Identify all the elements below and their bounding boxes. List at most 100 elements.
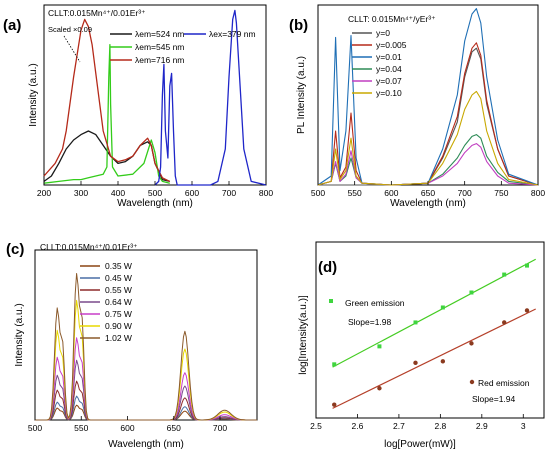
panel-d-red-point-4 [469, 341, 474, 346]
panel-a-title: CLLT:0.015Mn⁴⁺/0.01Er³⁺ [48, 8, 146, 18]
panel-b-series-1 [317, 42, 539, 186]
panel-c-curves [35, 273, 257, 421]
panel-c: 500 550 600 650 700 (c) CLLT:0.015Mn⁴⁺/0.01E… [6, 241, 258, 450]
panel-d-green-point-5 [502, 272, 507, 277]
panel-a-curves [43, 9, 267, 186]
panel-c-title: CLLT:0.015Mn⁴⁺/0.01Er³⁺ [40, 242, 138, 252]
panel-d-fit-line-1 [332, 308, 536, 409]
panel-d-red-point-5 [502, 320, 507, 325]
panel-a-series-2 [43, 18, 171, 182]
panel-a-ex-label: λex=379 nm [209, 29, 256, 39]
panel-b-series-5 [317, 90, 539, 186]
panel-a-series-3 [154, 9, 267, 186]
panel-a-ticks: 200 300 400 500 600 700 800 [37, 181, 273, 198]
panel-a-legend-label-1: λem=545 nm [135, 42, 184, 52]
panel-d-letter: (d) [318, 259, 337, 276]
panel-b-legend-label-5: y=0.10 [376, 88, 402, 98]
panel-b-legend-label-2: y=0.01 [376, 52, 402, 62]
panel-d-red-legend-marker [469, 379, 475, 385]
panel-a-xtick-label-0: 200 [37, 188, 51, 198]
panel-c-ticks: 500 550 600 650 700 [28, 416, 227, 433]
panel-b-series-2 [317, 8, 539, 186]
panel-b-xtick-label-2: 600 [384, 188, 398, 198]
panel-a-xtick-label-5: 700 [222, 188, 236, 198]
panel-d-green-point-2 [413, 320, 418, 325]
panel-c-ylabel: Intensity (a.u.) [14, 303, 25, 366]
panel-d-green-legend-marker [329, 299, 333, 303]
panel-c-frame [34, 249, 258, 421]
panel-d-green-slope: Slope=1.98 [348, 317, 392, 327]
panel-d-green-point-6 [525, 263, 530, 268]
panel-b-legend-label-0: y=0 [376, 28, 390, 38]
panel-b-xtick-label-0: 500 [311, 188, 325, 198]
panel-b-curves [317, 8, 539, 186]
panel-a-xtick-label-3: 500 [148, 188, 162, 198]
panel-c-legend-label-6: 1.02 W [105, 333, 132, 343]
panel-b-legend: y=0 y=0.005 y=0.01 y=0.04 y=0.07 y=0.10 [352, 28, 407, 98]
panel-d-red-point-0 [332, 402, 337, 407]
panel-b-xlabel: Wavelength (nm) [390, 198, 466, 209]
panel-d-xtick-label-0: 2.5 [310, 421, 322, 431]
panel-d-red-point-6 [524, 308, 530, 313]
panel-a-series-1 [43, 43, 170, 184]
panel-a-legend-label-2: λem=716 nm [135, 55, 184, 65]
panel-c-legend-label-4: 0.75 W [105, 309, 132, 319]
panel-d-xtick-label-3: 2.8 [434, 421, 446, 431]
panel-d-frame [315, 241, 545, 419]
panel-b-xtick-label-5: 750 [494, 188, 508, 198]
panel-d-xlabel: log[Power(mW)] [384, 439, 456, 450]
panel-c-series-6 [35, 273, 257, 421]
panel-c-legend-label-2: 0.55 W [105, 285, 132, 295]
panel-b-xtick-label-3: 650 [421, 188, 435, 198]
panel-c-xtick-label-2: 600 [120, 423, 134, 433]
panel-a-legend: λem=524 nm λem=545 nm λem=716 nm [110, 29, 184, 65]
panel-a: 200 300 400 500 600 700 800 (a) CLLT:0.015Mn⁴⁺… [3, 4, 273, 209]
panel-d-ticks: 2.5 2.6 2.7 2.8 2.9 3 [310, 414, 526, 431]
panel-c-legend-label-3: 0.64 W [105, 297, 132, 307]
panel-b-ylabel: PL Intensity (a.u.) [296, 56, 307, 134]
panel-c-series-4 [35, 337, 257, 421]
panel-b-ticks: 500 550 600 650 700 750 800 [311, 181, 545, 198]
panel-d-green-point-1 [377, 344, 382, 349]
panel-d-red-point-1 [377, 386, 382, 391]
panel-a-xtick-label-6: 800 [259, 188, 273, 198]
panel-b-legend-label-3: y=0.04 [376, 64, 402, 74]
panel-d-red-point-2 [413, 360, 418, 366]
panel-a-scaled-note: Scaled ×0.09 [48, 25, 92, 34]
panel-c-series-3 [35, 359, 257, 421]
panel-b-legend-label-1: y=0.005 [376, 40, 407, 50]
panel-d-ylabel: log[Intensity(a.u.)] [298, 295, 309, 375]
panel-a-xlabel: Wavelength (nm) [117, 198, 193, 209]
panel-d-xtick-label-2: 2.7 [393, 421, 405, 431]
panel-d-red-label: Red emission [478, 378, 530, 388]
panel-d-red-slope: Slope=1.94 [472, 394, 516, 404]
panel-c-xtick-label-0: 500 [28, 423, 42, 433]
panel-d-green-point-4 [469, 290, 474, 295]
panel-c-xtick-label-1: 550 [74, 423, 88, 433]
panel-d-green-point-0 [332, 362, 337, 367]
panel-c-legend-label-1: 0.45 W [105, 273, 132, 283]
panel-c-legend-label-0: 0.35 W [105, 261, 132, 271]
panel-c-legend: 0.35 W 0.45 W 0.55 W 0.64 W 0.75 W 0.90 W 1.02… [80, 261, 132, 343]
panel-c-legend-label-5: 0.90 W [105, 321, 132, 331]
panel-b-series-4 [317, 143, 539, 186]
panel-d-xtick-label-5: 3 [521, 421, 526, 431]
panel-d: 2.5 2.6 2.7 2.8 2.9 3 (d) Green emission Slop… [298, 241, 545, 450]
panel-a-xtick-label-2: 400 [111, 188, 125, 198]
panel-a-xtick-label-1: 300 [74, 188, 88, 198]
panel-d-xtick-label-1: 2.6 [352, 421, 364, 431]
panel-a-xtick-label-4: 600 [185, 188, 199, 198]
panel-d-marks [332, 258, 536, 409]
panel-c-xtick-label-4: 700 [213, 423, 227, 433]
panel-b-xtick-label-4: 700 [458, 188, 472, 198]
panel-b-legend-label-4: y=0.07 [376, 76, 402, 86]
panel-b-letter: (b) [289, 17, 308, 34]
panel-b-xtick-label-1: 550 [348, 188, 362, 198]
panel-d-xtick-label-4: 2.9 [476, 421, 488, 431]
panel-d-red-point-3 [440, 359, 446, 364]
panel-c-xtick-label-3: 650 [167, 423, 181, 433]
panel-d-green-label: Green emission [345, 298, 405, 308]
panel-b-xtick-label-6: 800 [531, 188, 545, 198]
panel-c-series-5 [35, 299, 257, 421]
